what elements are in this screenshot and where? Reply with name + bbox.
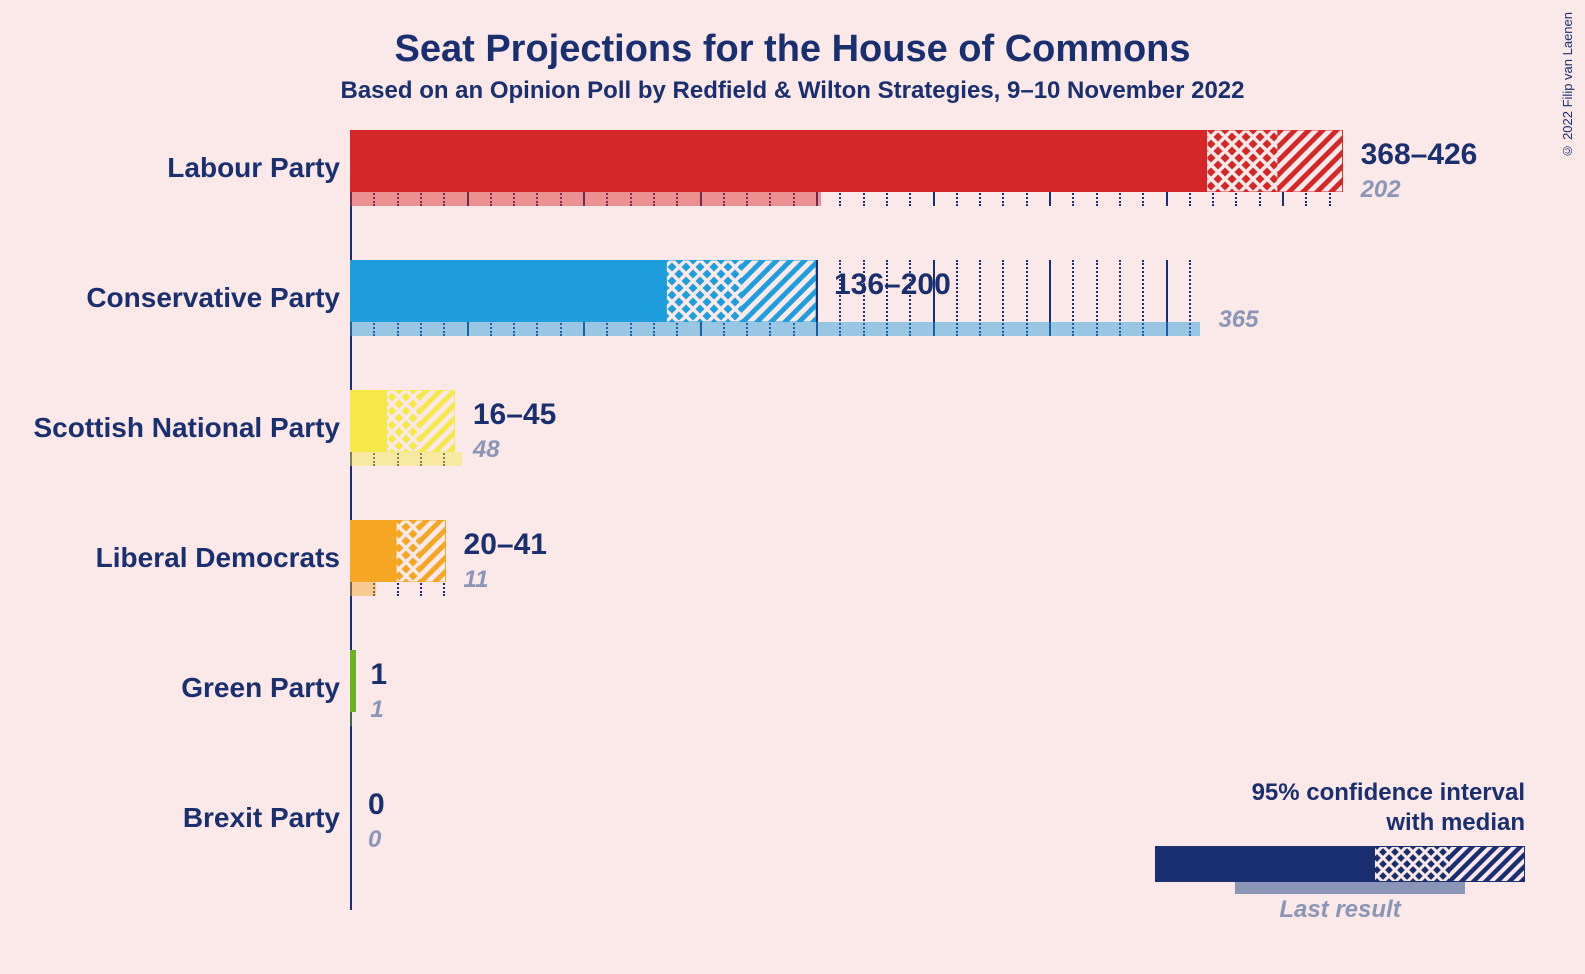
- legend-last-bar: [1235, 882, 1465, 894]
- last-result-label: 0: [368, 826, 381, 854]
- last-result-bar: [350, 712, 352, 726]
- ci-upper-hatch: [741, 260, 816, 322]
- ci-lower-hatch: [1207, 130, 1277, 192]
- party-label: Labour Party: [167, 152, 340, 184]
- projection-bar: [350, 650, 356, 712]
- last-result-label: 365: [1218, 306, 1258, 334]
- party-label: Brexit Party: [183, 802, 340, 834]
- last-result-label: 48: [473, 436, 500, 464]
- party-label: Conservative Party: [86, 282, 340, 314]
- last-result-bar: [350, 452, 462, 466]
- party-row: Green Party 1 1: [0, 650, 1585, 745]
- range-label: 1: [370, 658, 387, 692]
- range-label: 0: [368, 788, 385, 822]
- party-row: Conservative Party 136–200 365: [0, 260, 1585, 355]
- last-result-bar: [350, 192, 821, 206]
- ci-upper-hatch: [420, 390, 455, 452]
- party-row: Labour Party 368–426 202: [0, 130, 1585, 225]
- ci-lower-hatch: [667, 260, 742, 322]
- party-label: Liberal Democrats: [96, 542, 340, 574]
- ci-upper-hatch: [1277, 130, 1342, 192]
- ci-upper-hatch: [420, 520, 446, 582]
- range-label: 368–426: [1361, 138, 1478, 172]
- ci-lower-hatch: [397, 520, 420, 582]
- chart-subtitle: Based on an Opinion Poll by Redfield & W…: [0, 77, 1585, 105]
- legend-bar: [1155, 846, 1525, 882]
- last-result-label: 202: [1361, 176, 1401, 204]
- legend-last-label: Last result: [1155, 896, 1525, 924]
- chart-legend: 95% confidence interval with median Last…: [1155, 778, 1525, 924]
- ci-lower-hatch: [387, 390, 420, 452]
- party-row: Liberal Democrats 20–41 11: [0, 520, 1585, 615]
- party-label: Green Party: [181, 672, 340, 704]
- chart-title: Seat Projections for the House of Common…: [0, 0, 1585, 71]
- party-row: Scottish National Party 16–45 48: [0, 390, 1585, 485]
- last-result-label: 1: [370, 696, 383, 724]
- legend-line2: with median: [1155, 808, 1525, 838]
- last-result-bar: [350, 322, 1200, 336]
- party-label: Scottish National Party: [33, 412, 340, 444]
- range-label: 136–200: [834, 268, 951, 302]
- range-label: 16–45: [473, 398, 556, 432]
- last-result-label: 11: [464, 566, 489, 594]
- legend-line1: 95% confidence interval: [1155, 778, 1525, 808]
- last-result-bar: [350, 582, 376, 596]
- range-label: 20–41: [464, 528, 547, 562]
